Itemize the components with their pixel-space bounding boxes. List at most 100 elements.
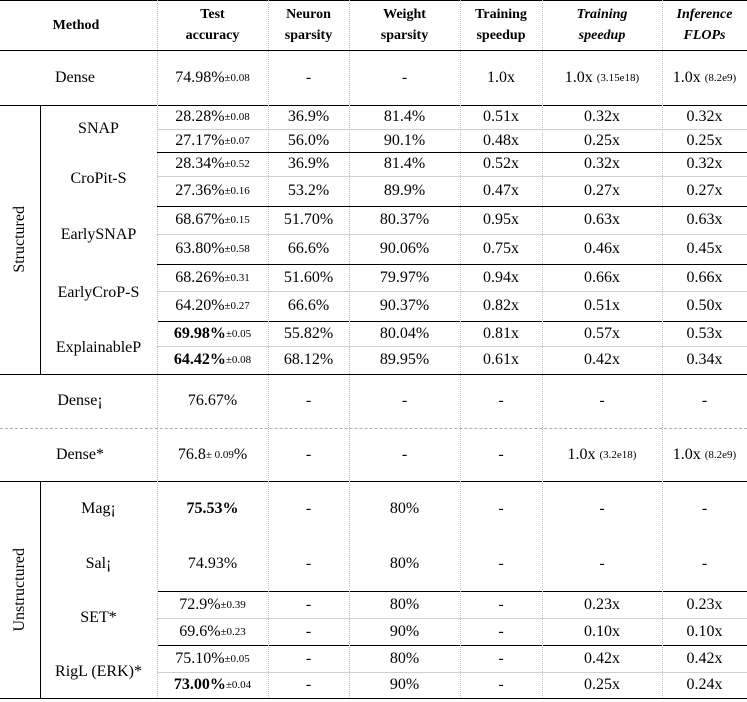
- weight-sparsity-cell: 89.9%: [349, 176, 460, 206]
- training-speedup-cell: 0.52x: [460, 152, 542, 176]
- training-speedup-italic-value: 0.27x: [584, 182, 620, 199]
- accuracy-std: ±0.07: [224, 134, 250, 147]
- accuracy-cell: 27.17% ±0.07: [157, 129, 268, 152]
- training-speedup-cell: -: [460, 536, 542, 591]
- neuron-sparsity-cell: 36.9%: [268, 152, 349, 176]
- training-speedup-italic-cell: 0.42x: [542, 346, 662, 374]
- header-test-accuracy-line2: accuracy: [185, 28, 240, 43]
- header-test-accuracy-line1: Test: [200, 7, 225, 22]
- accuracy-value: 75.53%: [186, 499, 239, 517]
- accuracy-value: 28.28%: [175, 108, 225, 125]
- inference-flops-cell: 0.27x: [662, 176, 747, 206]
- training-speedup-italic-value: 1.0x: [567, 445, 596, 463]
- accuracy-cell: 75.10% ±0.05: [157, 645, 268, 672]
- neuron-sparsity-cell: 51.70%: [268, 206, 349, 234]
- method-sal-label: Sal¡: [85, 554, 112, 572]
- method-rigl-label: RigL (ERK)*: [55, 662, 142, 680]
- training-speedup-italic-cell: 0.66x: [542, 264, 662, 291]
- weight-sparsity-cell: 90%: [349, 672, 460, 698]
- accuracy-value: 74.93%: [187, 554, 238, 572]
- weight-sparsity-value: 90%: [389, 622, 420, 640]
- training-speedup-value: 0.48x: [483, 131, 519, 149]
- neuron-sparsity-value: -: [305, 554, 312, 572]
- accuracy-std: ±0.31: [224, 271, 250, 284]
- method-dense: Dense: [40, 50, 110, 105]
- weight-sparsity-value: 89.95%: [379, 351, 430, 368]
- training-speedup-italic-value: 0.32x: [584, 108, 620, 125]
- header-method: Method: [40, 0, 112, 50]
- method-snap-label: SNAP: [78, 119, 119, 137]
- inference-flops-value: 0.53x: [686, 324, 723, 342]
- training-speedup-cell: 0.51x: [460, 105, 542, 129]
- training-speedup-cell: -: [460, 645, 542, 672]
- accuracy-value: 75.10%: [175, 649, 225, 667]
- neuron-sparsity-cell: 53.2%: [268, 176, 349, 206]
- inference-flops-value: -: [701, 499, 708, 517]
- training-speedup-cell: 0.82x: [460, 291, 542, 321]
- weight-sparsity-value: -: [401, 445, 408, 463]
- accuracy-cell: 64.20% ±0.27: [157, 291, 268, 321]
- inference-flops-cell: -: [662, 481, 747, 536]
- inference-flops-value: 0.34x: [686, 351, 723, 368]
- weight-sparsity-value: -: [401, 392, 408, 409]
- neuron-sparsity-cell: 66.6%: [268, 234, 349, 264]
- weight-sparsity-cell: 90.06%: [349, 234, 460, 264]
- header-training-speedup-italic-line2: speedup: [578, 28, 626, 43]
- training-speedup-value: -: [498, 554, 504, 572]
- training-speedup-cell: -: [460, 481, 542, 536]
- group-structured: Structured: [0, 105, 40, 374]
- training-speedup-value: 0.61x: [483, 351, 519, 368]
- inference-flops-cell: -: [662, 536, 747, 591]
- neuron-sparsity-cell: -: [268, 536, 349, 591]
- accuracy-std: ±0.39: [220, 598, 246, 611]
- inference-flops-note: (8.2e9): [704, 71, 737, 84]
- training-speedup-cell: 0.47x: [460, 176, 542, 206]
- header-method-label: Method: [52, 17, 100, 33]
- accuracy-value: 69.6%: [179, 622, 221, 640]
- neuron-sparsity-value: 56.0%: [287, 131, 330, 149]
- training-speedup-italic-value: 0.23x: [584, 595, 620, 613]
- weight-sparsity-cell: 80%: [349, 591, 460, 618]
- weight-sparsity-cell: -: [349, 50, 460, 105]
- method-earlycrop: EarlyCroP-S: [40, 264, 157, 321]
- inference-flops-value: 0.42x: [686, 649, 723, 667]
- neuron-sparsity-cell: 51.60%: [268, 264, 349, 291]
- accuracy-cell: 68.26% ±0.31: [157, 264, 268, 291]
- training-speedup-cell: 0.81x: [460, 321, 542, 346]
- inference-flops-value: 1.0x: [672, 445, 701, 463]
- neuron-sparsity-cell: 55.82%: [268, 321, 349, 346]
- accuracy-value: 69.98%: [173, 324, 226, 342]
- training-speedup-italic-cell: 1.0x (3.15e18): [542, 50, 662, 105]
- accuracy-value: 76.67%: [187, 392, 238, 409]
- training-speedup-italic-cell: 0.23x: [542, 591, 662, 618]
- method-mag: Mag¡: [40, 481, 157, 536]
- training-speedup-value: -: [498, 622, 504, 640]
- accuracy-cell: 68.67% ±0.15: [157, 206, 268, 234]
- training-speedup-italic-cell: 0.32x: [542, 105, 662, 129]
- accuracy-std: ±0.04: [225, 679, 252, 691]
- neuron-sparsity-cell: -: [268, 672, 349, 698]
- training-speedup-italic-cell: 0.27x: [542, 176, 662, 206]
- accuracy-std: ±0.05: [224, 652, 250, 665]
- training-speedup-italic-cell: -: [542, 536, 662, 591]
- training-speedup-italic-cell: 0.42x: [542, 645, 662, 672]
- accuracy-cell: 63.80% ±0.58: [157, 234, 268, 264]
- training-speedup-value: -: [498, 445, 504, 463]
- header-training-speedup-italic-line1: Training: [576, 7, 628, 22]
- neuron-sparsity-cell: -: [268, 50, 349, 105]
- training-speedup-cell: 0.95x: [460, 206, 542, 234]
- weight-sparsity-cell: 79.97%: [349, 264, 460, 291]
- training-speedup-italic-value: 0.57x: [584, 324, 620, 342]
- method-dense-star-label: Dense*: [56, 445, 104, 463]
- method-cropit: CroPit-S: [40, 152, 157, 206]
- neuron-sparsity-cell: 68.12%: [268, 346, 349, 374]
- weight-sparsity-cell: 90.1%: [349, 129, 460, 152]
- method-explainable: ExplainableP: [40, 321, 157, 374]
- weight-sparsity-cell: 80%: [349, 481, 460, 536]
- training-speedup-italic-cell: 0.25x: [542, 672, 662, 698]
- method-set-label: SET*: [80, 609, 117, 626]
- neuron-sparsity-value: -: [305, 445, 312, 463]
- accuracy-cell: 74.93%: [157, 536, 268, 591]
- neuron-sparsity-value: -: [305, 622, 312, 640]
